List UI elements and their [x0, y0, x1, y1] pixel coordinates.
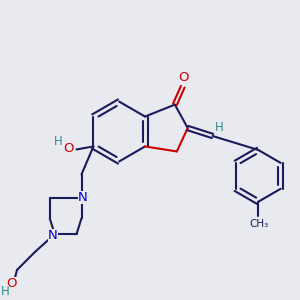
Text: H: H — [54, 135, 63, 148]
Text: N: N — [48, 229, 58, 242]
Text: CH₃: CH₃ — [250, 219, 269, 229]
Text: O: O — [178, 71, 189, 84]
Text: H: H — [1, 285, 9, 298]
Text: H: H — [215, 121, 224, 134]
Text: N: N — [78, 191, 87, 204]
Text: O: O — [7, 278, 17, 290]
Text: O: O — [63, 142, 74, 155]
